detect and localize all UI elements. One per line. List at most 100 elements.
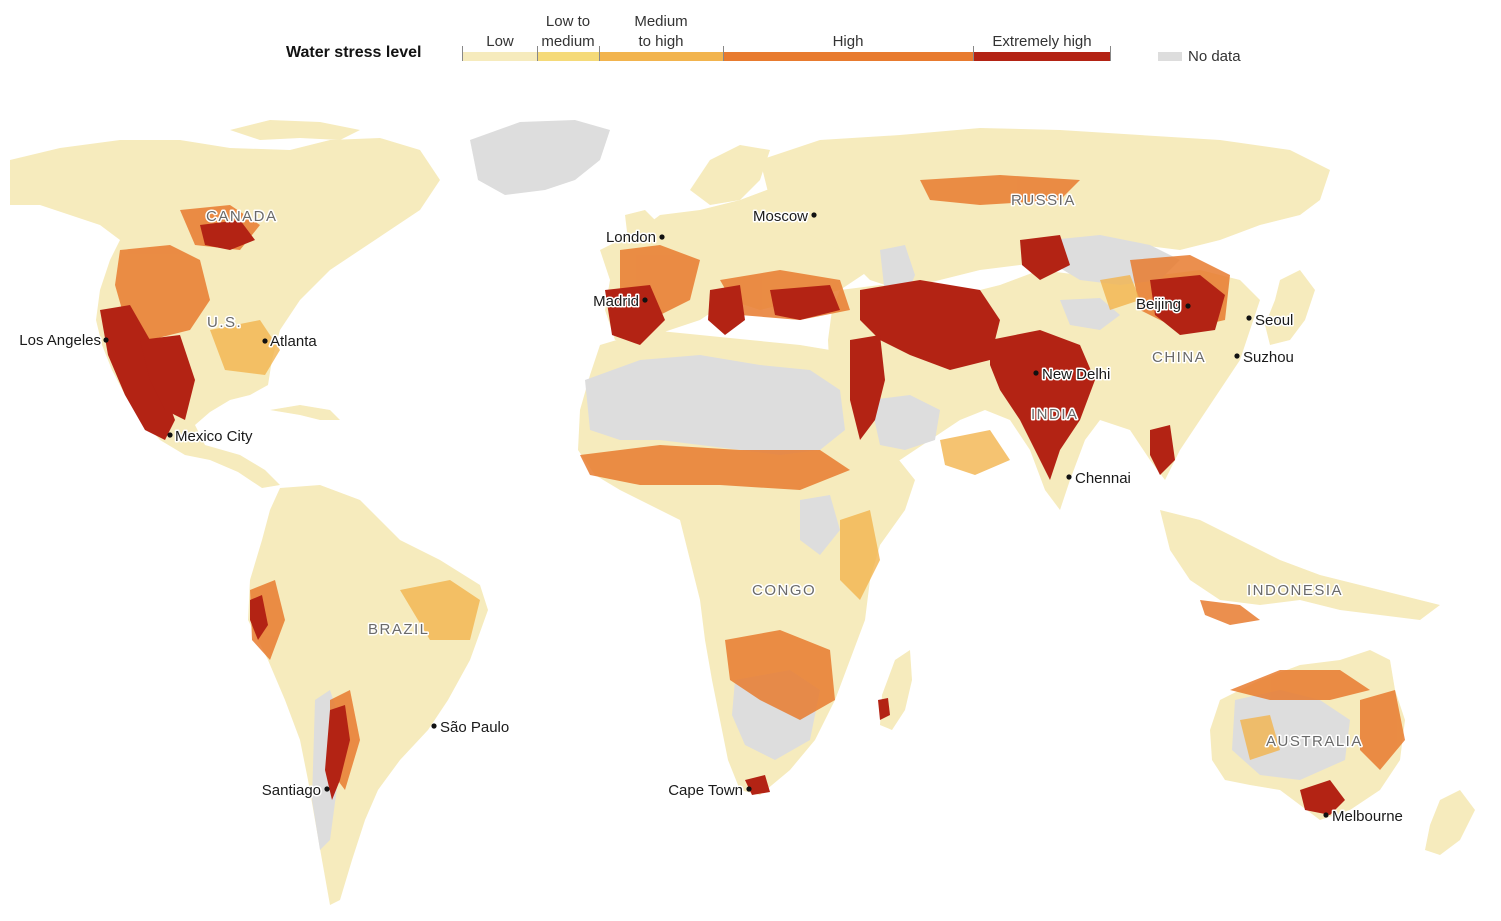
legend-tick — [462, 46, 463, 61]
country-label-canada: CANADA — [206, 208, 278, 225]
city-dot — [1234, 353, 1240, 359]
arctic-islands — [230, 120, 360, 140]
legend-swatch-high — [723, 52, 973, 61]
country-label-indonesia: INDONESIA — [1247, 582, 1343, 599]
high-stress-region — [1230, 670, 1370, 700]
city-label-atlanta: Atlanta — [270, 333, 317, 350]
city-markers: Los Angeles Atlanta Mexico City Santiago… — [18, 207, 1405, 827]
extremely-high-stress-region — [860, 280, 1000, 370]
no-data-swatch — [1158, 52, 1182, 61]
medium-stress-region — [400, 580, 480, 640]
high-stress-region — [580, 445, 850, 490]
city-marker-beijing: Beijing — [1135, 295, 1191, 315]
legend: Water stress level Low Low to medium Med… — [0, 0, 1501, 90]
greenland-landmass — [470, 120, 610, 195]
city-label-london: London — [606, 229, 656, 246]
legend-title: Water stress level — [286, 44, 422, 61]
east-africa-no-data — [800, 495, 840, 555]
japan-landmass — [1265, 270, 1315, 345]
scandinavia-landmass — [690, 145, 770, 205]
city-dot — [1185, 303, 1191, 309]
australia-no-data — [1232, 690, 1350, 780]
city-label-mexico-city: Mexico City — [175, 428, 253, 445]
south-america-landmass — [248, 485, 488, 905]
legend-color-bar — [462, 52, 1111, 61]
city-marker-los-angeles: Los Angeles — [18, 331, 109, 351]
high-stress-region — [115, 245, 210, 340]
country-label-russia: RUSSIA — [1011, 192, 1076, 209]
city-marker-seoul: Seoul — [1246, 311, 1295, 331]
extremely-high-stress-region — [708, 285, 745, 335]
extremely-high-stress-region — [1150, 425, 1175, 475]
city-marker-london: London — [604, 228, 665, 248]
city-label-beijing: Beijing — [1136, 296, 1181, 313]
city-label-sao-paulo: São Paulo — [440, 719, 509, 736]
medium-stress-region — [840, 510, 880, 600]
city-label-moscow: Moscow — [753, 208, 808, 225]
medium-stress-region — [940, 430, 1010, 475]
city-marker-santiago: Santiago — [260, 781, 330, 801]
southeast-asia-islands — [1160, 510, 1440, 620]
city-marker-cape-town: Cape Town — [667, 781, 752, 801]
legend-swatch-low — [462, 52, 537, 61]
city-marker-melbourne: Melbourne — [1323, 807, 1404, 827]
legend-swatch-extremely-high — [973, 52, 1111, 61]
city-marker-atlanta: Atlanta — [262, 332, 319, 352]
legend-label-medium-to-high: Medium to high — [634, 13, 688, 50]
city-dot — [746, 786, 752, 792]
city-label-santiago: Santiago — [262, 782, 321, 799]
city-dot — [103, 337, 109, 343]
new-zealand-landmass — [1425, 790, 1475, 855]
city-label-madrid: Madrid — [593, 293, 639, 310]
medium-stress-region — [1100, 275, 1140, 310]
city-marker-new-delhi: New Delhi — [1033, 365, 1112, 385]
high-stress-region — [920, 175, 1080, 205]
city-label-chennai: Chennai — [1075, 470, 1131, 487]
extremely-high-stress-region — [605, 285, 665, 345]
country-label-brazil: BRAZIL — [368, 621, 430, 638]
world-map: CANADA U.S. BRAZIL RUSSIA CONGO INDIA CH… — [10, 120, 1475, 905]
legend-label-low: Low — [486, 33, 514, 50]
city-label-melbourne: Melbourne — [1332, 808, 1403, 825]
city-label-suzhou: Suzhou — [1243, 349, 1294, 366]
medium-stress-region — [1240, 715, 1280, 760]
country-label-china: CHINA — [1152, 349, 1206, 366]
city-dot — [659, 234, 665, 240]
british-isles-landmass — [625, 210, 660, 250]
city-marker-moscow: Moscow — [751, 207, 817, 227]
city-dot — [262, 338, 268, 344]
high-stress-region — [1200, 600, 1260, 625]
arabia-no-data — [870, 395, 940, 450]
city-marker-sao-paulo: São Paulo — [431, 718, 511, 738]
legend-label-high: High — [832, 33, 864, 50]
caribbean-islands — [270, 405, 340, 420]
legend-label-extremely-high: Extremely high — [992, 33, 1092, 50]
extremely-high-stress-region — [140, 335, 195, 420]
city-marker-suzhou: Suzhou — [1234, 348, 1295, 368]
extremely-high-stress-region — [878, 698, 890, 720]
madagascar-landmass — [880, 650, 912, 730]
legend-tick — [973, 46, 974, 61]
extremely-high-stress-region — [250, 595, 268, 640]
extremely-high-stress-region — [770, 285, 840, 320]
high-stress-region — [1360, 690, 1405, 770]
legend-label-low-to-medium: Low to medium — [541, 13, 595, 50]
city-dot — [1323, 812, 1329, 818]
extremely-high-stress-region — [850, 335, 885, 440]
sahara-no-data — [585, 355, 845, 455]
legend-swatch-low-to-medium — [537, 52, 599, 61]
medium-stress-region — [210, 320, 280, 375]
extremely-high-stress-region — [325, 705, 350, 800]
city-marker-mexico-city: Mexico City — [167, 427, 255, 447]
legend-tick — [723, 46, 724, 61]
city-label-los-angeles: Los Angeles — [19, 332, 101, 349]
city-label-new-delhi: New Delhi — [1042, 366, 1110, 383]
city-label-cape-town: Cape Town — [668, 782, 743, 799]
country-label-us: U.S. — [207, 314, 242, 331]
country-label-congo: CONGO — [752, 582, 816, 599]
extremely-high-stress-region — [1020, 235, 1070, 280]
country-labels: CANADA U.S. BRAZIL RUSSIA CONGO INDIA CH… — [205, 191, 1363, 752]
city-dot — [1033, 370, 1039, 376]
city-dot — [811, 212, 817, 218]
high-stress-region — [725, 630, 835, 720]
